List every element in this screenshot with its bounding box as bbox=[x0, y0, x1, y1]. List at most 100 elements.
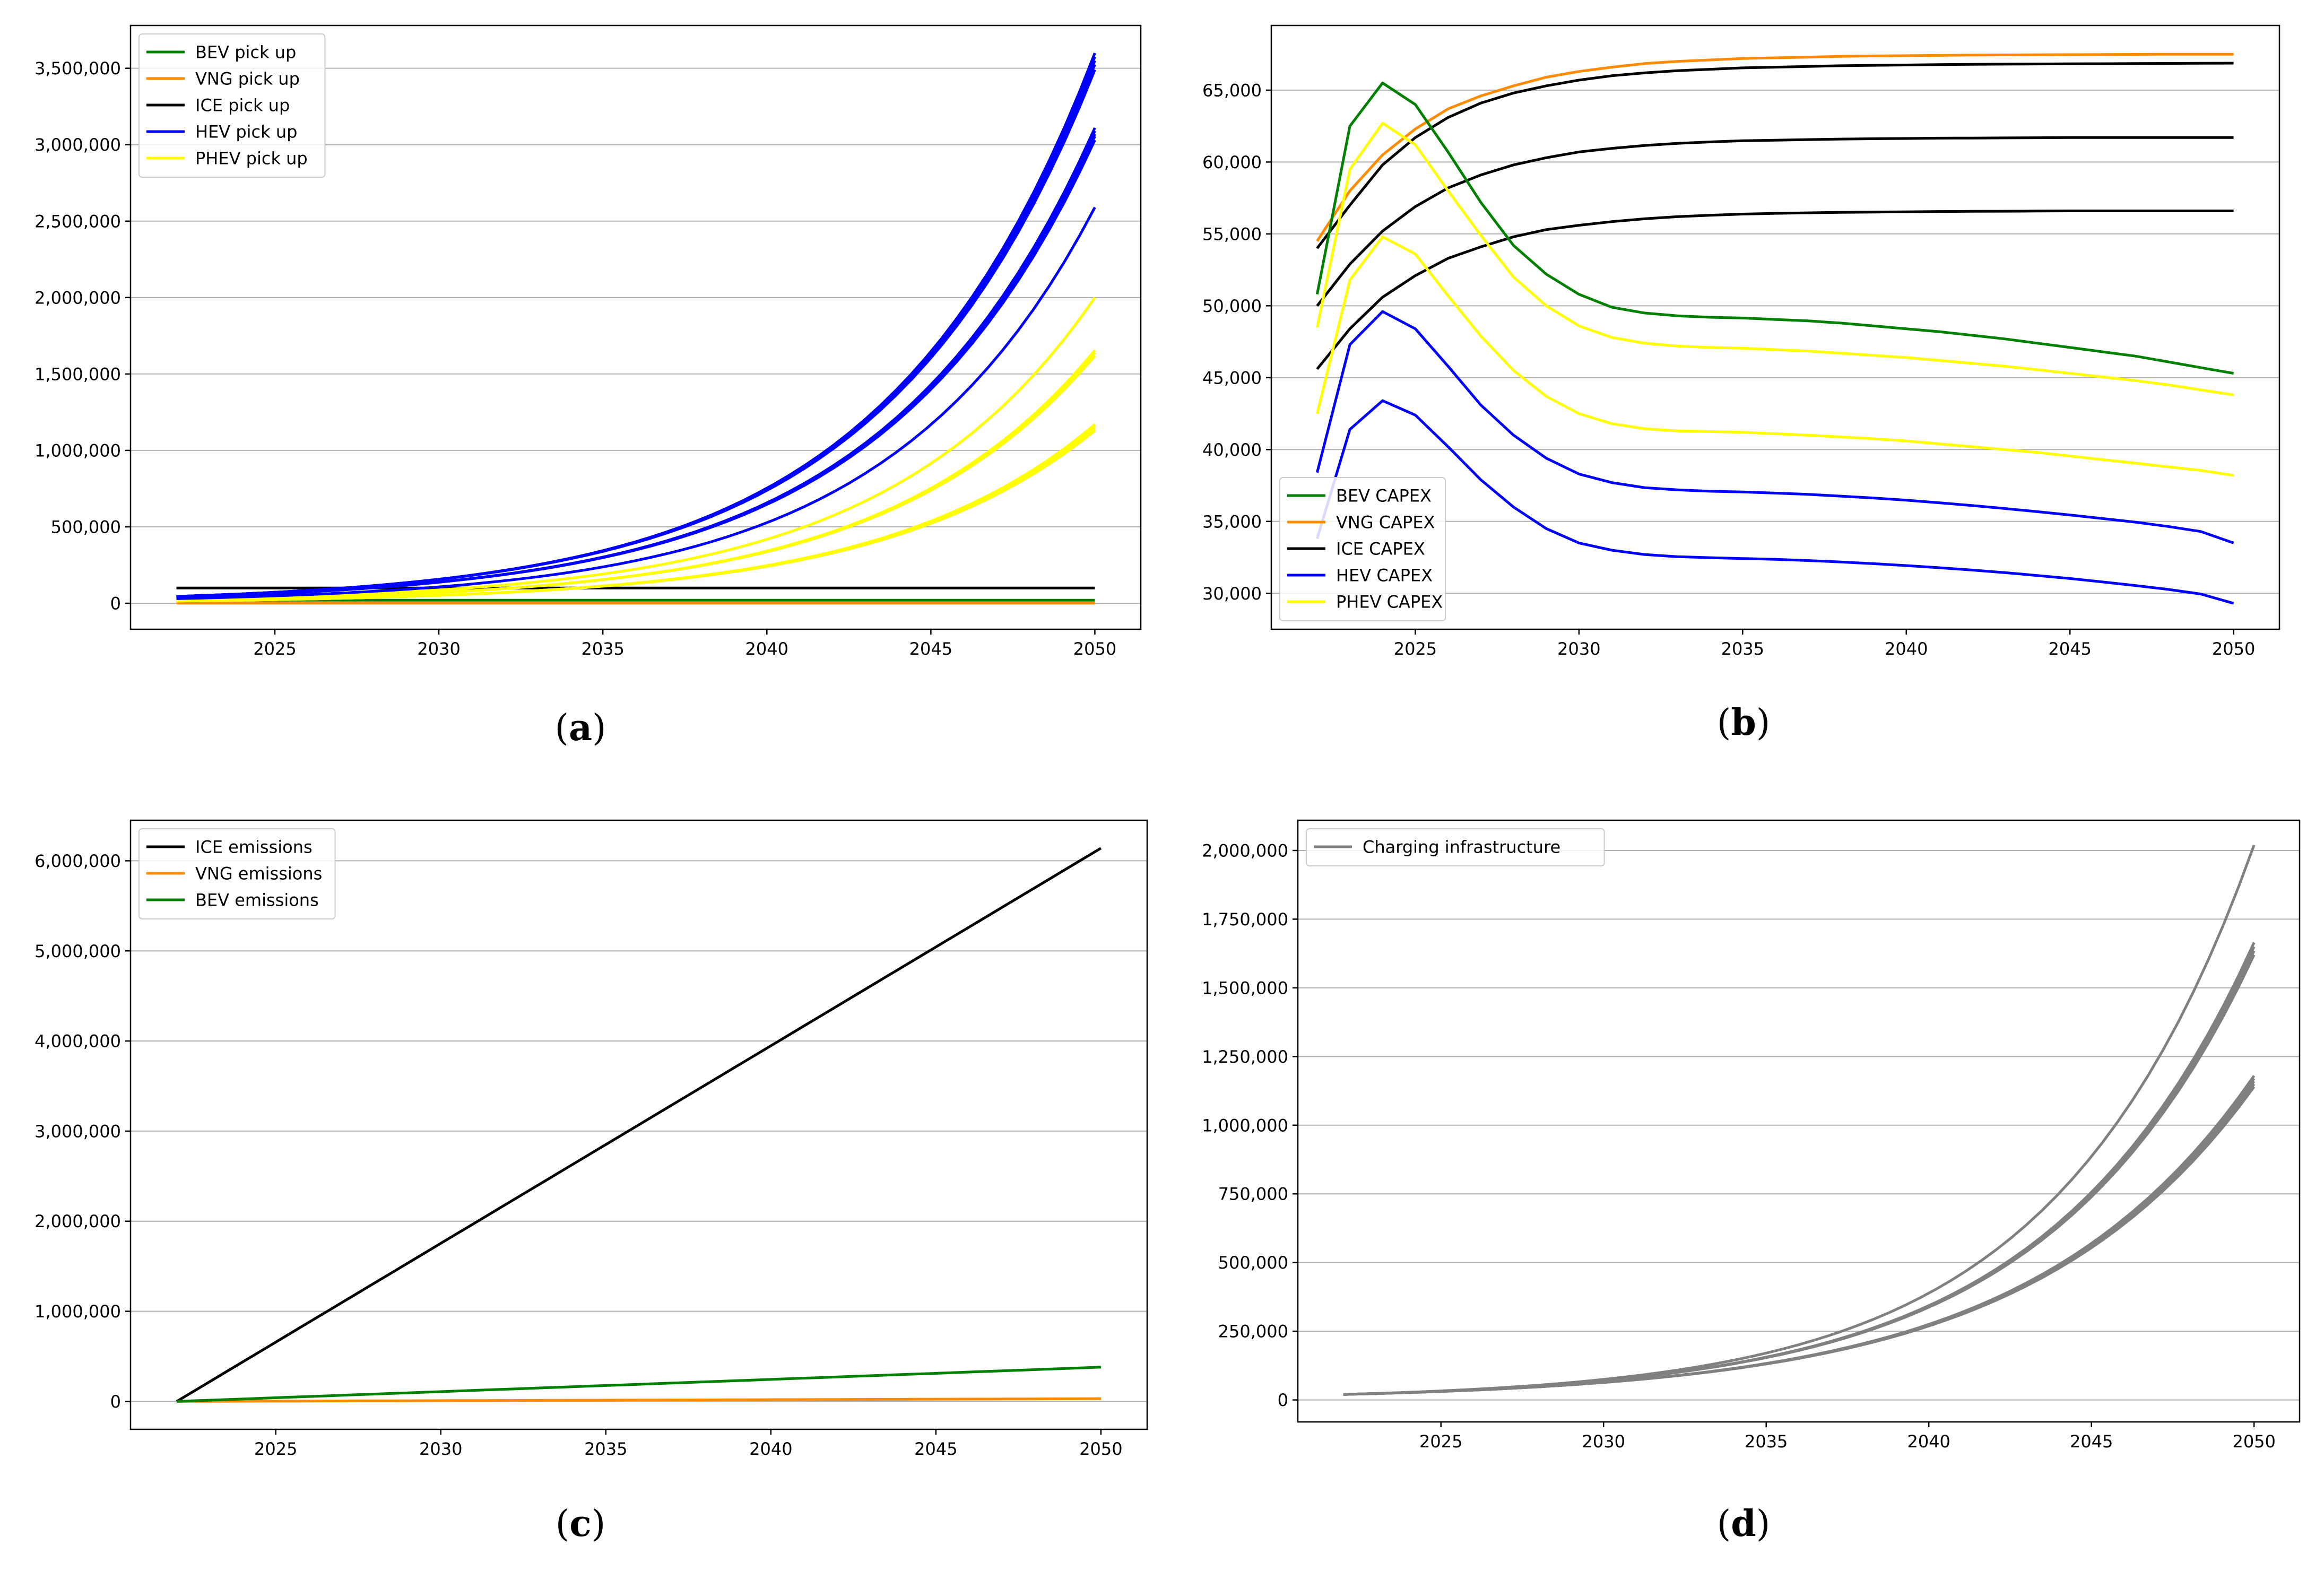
plot-frame-a bbox=[129, 24, 1142, 630]
ytick-label-a-2: 1,000,000 bbox=[34, 440, 121, 461]
legend-label-c-0: ICE emissions bbox=[195, 837, 313, 857]
series-line-b-4 bbox=[1315, 81, 2234, 375]
chart-panel-b: 30,000 35,000 40,000 45,000 50,000 55,000 60,0… bbox=[1202, 24, 2280, 744]
xtick-label-b-1: 2030 bbox=[1557, 639, 1600, 659]
legend-label-b-0: BEV CAPEX bbox=[1336, 486, 1432, 506]
xtick-label-c-1: 2030 bbox=[419, 1439, 462, 1459]
legend-label-a-4: PHEV pick up bbox=[195, 149, 308, 169]
plot-frame-b bbox=[1270, 24, 2280, 630]
panel-label-b: (b) bbox=[1717, 701, 1771, 744]
xtick-label-a-5: 2050 bbox=[1073, 639, 1116, 659]
ytick-label-b-3: 45,000 bbox=[1202, 368, 1262, 388]
ytick-label-d-8: 2,000,000 bbox=[1202, 840, 1288, 861]
legend-label-c-2: BEV emissions bbox=[195, 890, 319, 910]
legend-label-a-1: VNG pick up bbox=[195, 69, 300, 89]
xtick-label-b-5: 2050 bbox=[2212, 639, 2255, 659]
panel-label-d: (d) bbox=[1717, 1503, 1771, 1545]
ytick-label-d-3: 750,000 bbox=[1218, 1184, 1288, 1204]
series-line-d-2-0 bbox=[1343, 844, 2256, 1396]
xtick-label-d-5: 2050 bbox=[2232, 1431, 2275, 1452]
series-line-b-7 bbox=[1315, 310, 2234, 544]
series-line-b-0 bbox=[1316, 53, 2234, 242]
plot-frame-d bbox=[1297, 819, 2301, 1423]
xtick-label-b-4: 2045 bbox=[2048, 639, 2091, 659]
xtick-label-d-3: 2040 bbox=[1907, 1431, 1950, 1452]
ytick-label-c-2: 2,000,000 bbox=[34, 1211, 121, 1231]
ytick-label-c-5: 5,000,000 bbox=[34, 941, 121, 961]
xtick-label-d-4: 2045 bbox=[2070, 1431, 2113, 1452]
xtick-label-c-5: 2050 bbox=[1079, 1439, 1122, 1459]
legend-label-b-3: HEV CAPEX bbox=[1336, 566, 1433, 586]
ytick-label-d-6: 1,500,000 bbox=[1202, 978, 1288, 998]
ytick-label-d-4: 1,000,000 bbox=[1202, 1115, 1288, 1135]
series-line-b-1 bbox=[1316, 62, 2234, 249]
ytick-label-a-1: 500,000 bbox=[51, 517, 121, 537]
xtick-label-a-0: 2025 bbox=[253, 639, 296, 659]
series-line-c-0-0 bbox=[176, 847, 1102, 1403]
xtick-label-c-3: 2040 bbox=[749, 1439, 792, 1459]
ytick-label-c-6: 6,000,000 bbox=[34, 851, 121, 871]
series-group-b bbox=[1315, 53, 2234, 605]
panel-label-a: (a) bbox=[554, 707, 606, 749]
xtick-label-a-1: 2030 bbox=[417, 639, 460, 659]
series-group-d bbox=[1343, 844, 2256, 1396]
series-line-b-8 bbox=[1316, 399, 2234, 605]
ytick-label-a-4: 2,000,000 bbox=[34, 288, 121, 308]
legend-label-b-2: ICE CAPEX bbox=[1336, 539, 1425, 559]
ytick-label-a-3: 1,500,000 bbox=[34, 364, 121, 384]
series-line-c-2-0 bbox=[177, 1366, 1101, 1403]
xtick-label-c-2: 2035 bbox=[584, 1439, 627, 1459]
legend-label-b-4: PHEV CAPEX bbox=[1336, 592, 1443, 612]
series-line-c-1-0 bbox=[177, 1397, 1101, 1403]
legend-box-a bbox=[138, 33, 326, 178]
xtick-label-b-0: 2025 bbox=[1394, 639, 1437, 659]
series-line-a-4-2 bbox=[176, 349, 1096, 602]
ytick-label-d-2: 500,000 bbox=[1218, 1253, 1288, 1273]
ytick-label-b-2: 40,000 bbox=[1202, 440, 1262, 460]
ytick-label-d-5: 1,250,000 bbox=[1202, 1047, 1288, 1067]
ytick-label-a-7: 3,500,000 bbox=[34, 58, 121, 79]
ytick-label-b-7: 65,000 bbox=[1202, 80, 1262, 100]
panel-label-c: (c) bbox=[556, 1503, 605, 1545]
legend-label-a-0: BEV pick up bbox=[195, 42, 296, 63]
series-group-c bbox=[176, 847, 1102, 1403]
series-group-a bbox=[176, 52, 1096, 605]
legend-d: Charging infrastructure bbox=[1306, 828, 1605, 866]
legend-box-d bbox=[1306, 828, 1605, 866]
legend-label-c-1: VNG emissions bbox=[195, 864, 322, 884]
legend-c: ICE emissions VNG emissions BEV emissions bbox=[138, 828, 336, 919]
chart-panel-d: 0 250,000 500,000 750,000 1,000,000 1,250,000… bbox=[1202, 819, 2301, 1545]
legend-b: BEV CAPEX VNG CAPEX ICE CAPEX HEV CAPEX PHEV… bbox=[1279, 477, 1446, 621]
ytick-label-d-0: 0 bbox=[1278, 1390, 1288, 1410]
ytick-label-b-0: 30,000 bbox=[1202, 584, 1262, 604]
ytick-label-c-0: 0 bbox=[110, 1392, 121, 1412]
xtick-label-a-3: 2040 bbox=[745, 639, 788, 659]
xtick-label-b-2: 2035 bbox=[1721, 639, 1764, 659]
xtick-label-c-4: 2045 bbox=[914, 1439, 957, 1459]
legend-box-b bbox=[1279, 477, 1446, 621]
series-line-b-3 bbox=[1316, 210, 2234, 370]
xtick-label-d-0: 2025 bbox=[1419, 1431, 1462, 1452]
series-line-a-8-4 bbox=[176, 52, 1096, 598]
chart-panel-a: 0 500,000 1,000,000 1,500,000 2,000,000 2,500… bbox=[34, 24, 1142, 749]
ytick-label-c-3: 3,000,000 bbox=[34, 1121, 121, 1141]
ytick-label-b-1: 35,000 bbox=[1202, 511, 1262, 532]
xtick-label-a-2: 2035 bbox=[581, 639, 624, 659]
legend-label-d-0: Charging infrastructure bbox=[1363, 837, 1560, 857]
ytick-label-d-7: 1,750,000 bbox=[1202, 909, 1288, 930]
series-line-a-5-0 bbox=[176, 297, 1096, 601]
ytick-label-a-6: 3,000,000 bbox=[34, 135, 121, 155]
chart-panel-c: 0 1,000,000 2,000,000 3,000,000 4,000,000 5,0… bbox=[34, 819, 1148, 1545]
series-line-b-5 bbox=[1315, 121, 2234, 396]
legend-label-b-1: VNG CAPEX bbox=[1336, 513, 1435, 533]
legend-box-c bbox=[138, 828, 336, 919]
xtick-label-c-0: 2025 bbox=[254, 1439, 297, 1459]
ytick-label-c-1: 1,000,000 bbox=[34, 1301, 121, 1322]
series-line-a-7-4 bbox=[176, 127, 1096, 598]
plot-frame-c bbox=[129, 819, 1148, 1430]
series-line-b-6 bbox=[1315, 235, 2234, 477]
xtick-label-d-2: 2035 bbox=[1745, 1431, 1788, 1452]
series-line-b-2 bbox=[1316, 136, 2234, 307]
legend-label-a-3: HEV pick up bbox=[195, 122, 297, 142]
